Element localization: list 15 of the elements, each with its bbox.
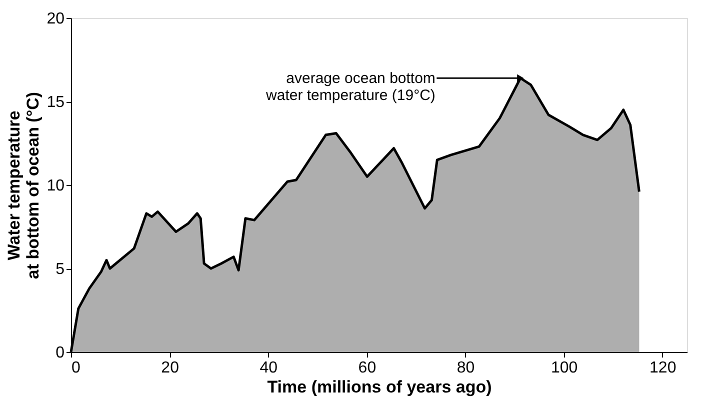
x-tick-label: 120 [650,360,676,376]
x-tick-label: 20 [161,360,180,376]
y-axis-title: Water temperature at bottom of ocean (°C) [4,92,43,280]
y-tick-label: 5 [56,261,65,278]
x-axis-title: Time (millions of years ago) [267,378,492,396]
y-tick-label: 20 [46,10,65,28]
x-tick-label: 40 [260,360,278,376]
x-tick-label: 80 [456,360,475,376]
x-tick-label: 60 [358,360,376,376]
x-tick-label: 100 [550,360,578,376]
y-tick-label: 0 [56,344,65,362]
annotation: average ocean bottom water temperature (19°C) [265,70,436,104]
y-tick-label: 10 [46,178,65,194]
y-tick-label: 15 [46,94,65,111]
x-tick-label: 0 [72,360,80,376]
